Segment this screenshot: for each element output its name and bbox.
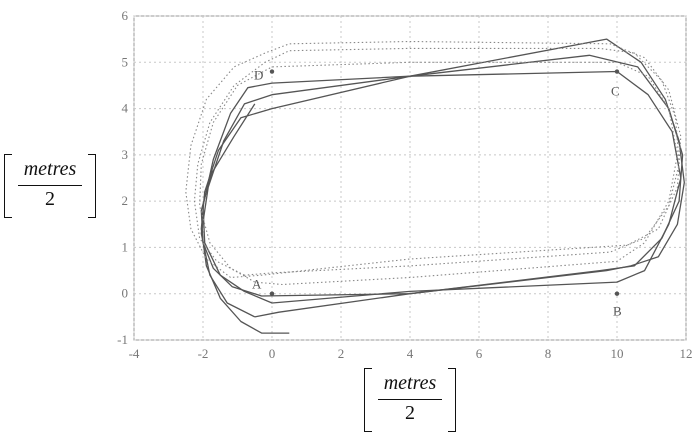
- x-tick-label: 0: [269, 346, 276, 361]
- y-tick-label: 4: [122, 101, 129, 116]
- trajectory-line-5: [185, 40, 682, 279]
- x-tick-label: 6: [476, 346, 483, 361]
- y-tick-label: 1: [122, 239, 129, 254]
- point-marker-c: [614, 69, 620, 74]
- y-tick-label: -1: [117, 332, 128, 347]
- x-tick-label: 4: [407, 346, 414, 361]
- x-axis-label-denominator: 2: [405, 402, 415, 424]
- point-marker-b: [614, 291, 620, 296]
- point-marker-a: [269, 291, 275, 296]
- trajectory-line-2: [200, 54, 684, 318]
- grid-lines: [133, 15, 687, 341]
- y-tick-label: 2: [122, 193, 129, 208]
- y-axis-label-denominator: 2: [45, 188, 55, 210]
- y-axis-label: metres 2: [4, 154, 96, 220]
- x-tick-label: 8: [545, 346, 552, 361]
- x-tick-label: 12: [680, 346, 693, 361]
- point-label-a: A: [252, 277, 262, 292]
- x-tick-label: 10: [611, 346, 624, 361]
- point-marker-d: [269, 69, 275, 74]
- y-tick-label: 5: [122, 54, 129, 69]
- x-tick-label: -2: [198, 346, 209, 361]
- y-tick-label: 3: [122, 147, 129, 162]
- point-label-d: D: [254, 68, 263, 83]
- trajectory-series-group: [185, 38, 685, 334]
- reference-points-group: A B C D: [252, 68, 622, 319]
- y-tick-label: 6: [122, 8, 129, 23]
- x-tick-label: 2: [338, 346, 345, 361]
- x-axis-label: metres 2: [364, 368, 456, 434]
- trajectory-line-6: [199, 61, 678, 286]
- y-tick-label: 0: [122, 286, 129, 301]
- point-label-b: B: [613, 304, 622, 319]
- point-label-c: C: [611, 84, 620, 99]
- x-axis-label-numerator: metres: [383, 372, 437, 394]
- y-axis-label-numerator: metres: [23, 158, 77, 180]
- x-tick-label: -4: [129, 346, 140, 361]
